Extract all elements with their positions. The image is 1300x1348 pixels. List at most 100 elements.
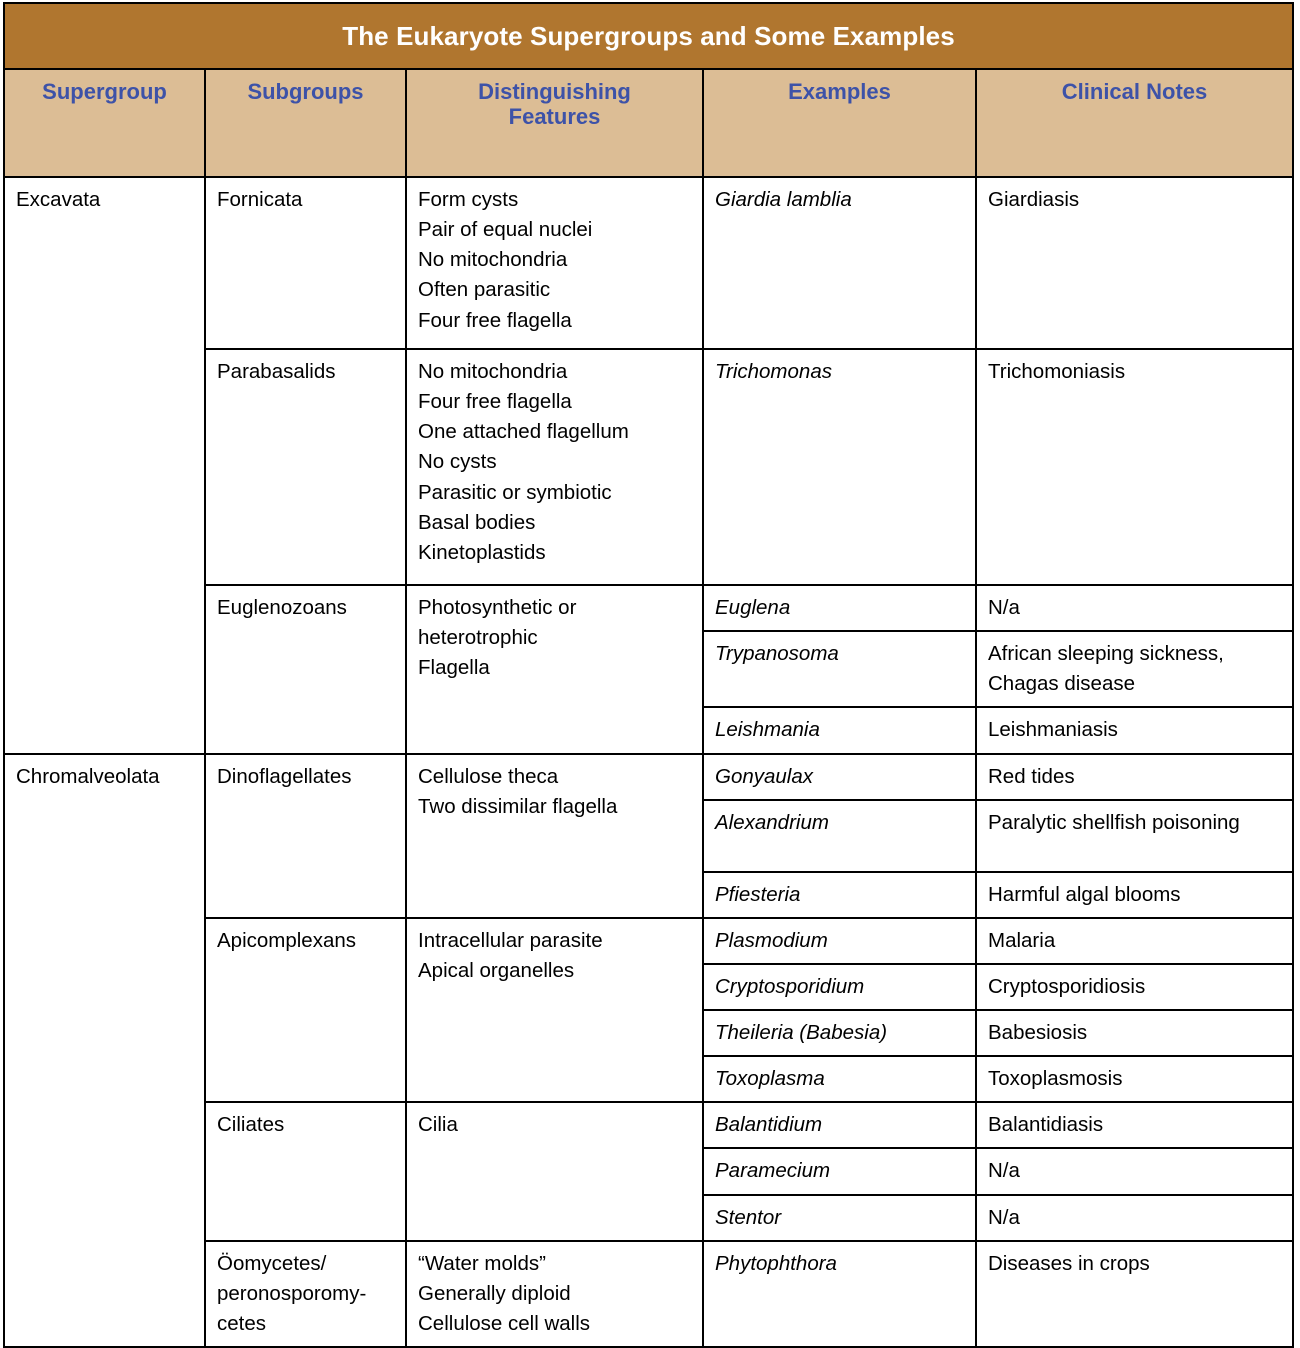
example-cell: Trypanosoma xyxy=(702,630,977,709)
features-text: Intracellular parasite Apical organelles xyxy=(418,928,603,982)
column-header-clinical-notes: Clinical Notes xyxy=(974,68,1295,178)
example-cell: Euglena xyxy=(702,583,977,633)
example-cell: Toxoplasma xyxy=(702,1055,977,1104)
clinical-note-cell: Leishmaniasis xyxy=(974,706,1295,755)
clinical-note-cell: N/a xyxy=(974,583,1295,633)
subgroup-cell-dinoflagellates: Dinoflagellates xyxy=(204,752,407,919)
table-row: Paramecium N/a xyxy=(4,1147,1295,1196)
example-cell: Pfiesteria xyxy=(702,870,977,919)
supergroup-label: Chromalveolata xyxy=(16,764,160,788)
clinical-note-cell: Giardiasis xyxy=(974,176,1295,350)
example-name: Stentor xyxy=(715,1205,782,1229)
clinical-note-cell: Toxoplasmosis xyxy=(974,1055,1295,1104)
clinical-note-cell: Red tides xyxy=(974,752,1295,801)
subgroup-label: Apicomplexans xyxy=(217,928,357,952)
table-row: Apicomplexans Intracellular parasite Api… xyxy=(4,916,1295,1104)
example-name: Giardia lamblia xyxy=(715,188,852,211)
clinical-note-text: Giardiasis xyxy=(988,188,1080,211)
subgroup-label: Fornicata xyxy=(217,188,303,211)
clinical-note-text: N/a xyxy=(988,596,1020,619)
example-name: Pfiesteria xyxy=(715,882,801,906)
table-body: Excavata Fornicata Form cysts Pair of eq… xyxy=(3,176,1295,1348)
supergroup-label: Excavata xyxy=(16,188,101,211)
title-row: The Eukaryote Supergroups and Some Examp… xyxy=(2,2,1295,70)
column-header-supergroup: Supergroup xyxy=(3,68,206,178)
clinical-note-text: Balantidiasis xyxy=(988,1113,1104,1137)
column-header-row: Supergroup Subgroups Distinguishing Feat… xyxy=(3,68,1295,178)
example-name: Balantidium xyxy=(715,1113,823,1137)
column-header-distinguishing-features: Distinguishing Features xyxy=(405,68,704,178)
features-cell-ciliates: Cilia xyxy=(405,1101,704,1242)
subgroup-label: Euglenozoans xyxy=(217,596,347,619)
column-header-subgroups-label: Subgroups xyxy=(247,79,364,104)
clinical-note-text: Red tides xyxy=(988,764,1075,788)
example-name: Euglena xyxy=(715,596,791,619)
clinical-note-text: N/a xyxy=(988,1159,1020,1183)
example-name: Phytophthora xyxy=(715,1251,837,1275)
clinical-note-text: African sleeping sickness, Chagas diseas… xyxy=(988,642,1224,696)
clinical-note-text: Harmful algal blooms xyxy=(988,882,1181,906)
subgroup-cell-euglenozoans: Euglenozoans xyxy=(204,584,407,755)
example-cell: Stentor xyxy=(702,1193,977,1242)
example-cell: Cryptosporidium xyxy=(702,962,977,1012)
clinical-note-cell: African sleeping sickness, Chagas diseas… xyxy=(974,630,1295,709)
table-row: Leishmania Leishmaniasis xyxy=(4,706,1295,755)
table-row: Chromalveolata Dinoflagellates Cellulose… xyxy=(3,752,1295,1348)
clinical-note-cell: Paralytic shellfish poisoning xyxy=(974,798,1295,873)
example-name: Alexandrium xyxy=(715,810,829,834)
clinical-note-text: Diseases in crops xyxy=(988,1251,1150,1275)
clinical-note-cell: Malaria xyxy=(974,916,1295,965)
example-cell: Plasmodium xyxy=(702,916,977,965)
clinical-note-text: Babesiosis xyxy=(988,1021,1088,1044)
example-name: Gonyaulax xyxy=(715,764,814,788)
clinical-note-cell: N/a xyxy=(974,1193,1295,1242)
example-name: Paramecium xyxy=(715,1159,831,1183)
table-row: Cryptosporidium Cryptosporidiosis xyxy=(4,962,1295,1012)
example-name: Toxoplasma xyxy=(715,1067,825,1091)
features-text: Cellulose theca Two dissimilar flagella xyxy=(418,764,618,818)
features-cell-fornicata: Form cysts Pair of equal nuclei No mitoc… xyxy=(405,176,704,350)
table-row: Ciliates Cilia Balantidium Balantidiasis xyxy=(4,1101,1295,1242)
example-name: Theileria (Babesia) xyxy=(715,1021,888,1044)
example-cell: Leishmania xyxy=(702,706,977,755)
column-header-subgroups: Subgroups xyxy=(204,68,407,178)
features-text: No mitochondria Four free flagella One a… xyxy=(418,360,629,564)
column-header-supergroup-label: Supergroup xyxy=(42,79,167,104)
clinical-note-text: N/a xyxy=(988,1205,1020,1229)
clinical-note-cell: Diseases in crops xyxy=(974,1239,1295,1348)
example-name: Leishmania xyxy=(715,718,820,742)
clinical-note-text: Paralytic shellfish poisoning xyxy=(988,810,1240,834)
features-text: Photosynthetic or heterotrophic Flagella xyxy=(418,596,577,680)
clinical-note-text: Cryptosporidiosis xyxy=(988,974,1146,998)
features-cell-parabasalids: No mitochondria Four free flagella One a… xyxy=(405,348,704,586)
clinical-note-text: Leishmaniasis xyxy=(988,718,1118,742)
subgroup-cell-fornicata: Fornicata xyxy=(204,176,407,350)
table-row: Excavata Fornicata Form cysts Pair of eq… xyxy=(3,176,1295,755)
clinical-note-text: Toxoplasmosis xyxy=(988,1067,1123,1091)
clinical-note-cell: N/a xyxy=(974,1147,1295,1196)
example-cell: Phytophthora xyxy=(702,1239,977,1348)
clinical-note-cell: Harmful algal blooms xyxy=(974,870,1295,919)
supergroup-cell-chromalveolata: Chromalveolata xyxy=(3,752,206,1348)
example-cell: Theileria (Babesia) xyxy=(702,1008,977,1058)
example-name: Trichomonas xyxy=(715,360,832,383)
table-row: Trypanosoma African sleeping sickness, C… xyxy=(4,630,1295,709)
features-cell-dinoflagellates: Cellulose theca Two dissimilar flagella xyxy=(405,752,704,919)
column-header-clinical-notes-label: Clinical Notes xyxy=(1061,79,1208,104)
table-header: The Eukaryote Supergroups and Some Examp… xyxy=(2,2,1295,178)
table-row: Alexandrium Paralytic shellfish poisonin… xyxy=(4,798,1295,873)
subgroup-cell-parabasalids: Parabasalids xyxy=(204,348,407,586)
supergroup-cell-excavata: Excavata xyxy=(3,176,206,755)
clinical-note-cell: Trichomoniasis xyxy=(974,348,1295,586)
clinical-note-cell: Babesiosis xyxy=(974,1008,1295,1058)
clinical-note-text: Malaria xyxy=(988,928,1056,952)
table-row: Stentor N/a xyxy=(4,1193,1295,1242)
table-row: Pfiesteria Harmful algal blooms xyxy=(4,870,1295,919)
clinical-note-cell: Balantidiasis xyxy=(974,1101,1295,1150)
subgroup-label: Dinoflagellates xyxy=(217,764,352,788)
table-row: Toxoplasma Toxoplasmosis xyxy=(4,1055,1295,1104)
column-header-examples: Examples xyxy=(702,68,977,178)
example-name: Cryptosporidium xyxy=(715,974,865,998)
